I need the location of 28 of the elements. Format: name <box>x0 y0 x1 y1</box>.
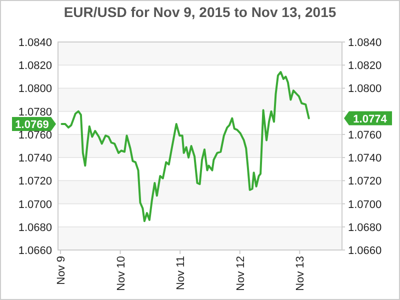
y2-tick-label: 1.0760 <box>348 129 382 142</box>
y2-tick-label: 1.0720 <box>348 176 382 188</box>
text: 1.0774 <box>353 113 388 126</box>
y2-tick-label: 1.0840 <box>348 37 382 49</box>
x-tick-label: Nov 13 <box>294 256 307 291</box>
y-tick-label: 1.0800 <box>18 83 52 96</box>
y-tick-label: 1.0700 <box>18 198 52 211</box>
y-tick-label: 1.0780 <box>18 106 52 118</box>
y-tick-label: 1.0660 <box>18 245 52 257</box>
x-tick-label: Nov 11 <box>175 256 188 290</box>
y-tick-label: 1.0840 <box>18 37 52 49</box>
y2-tick-label: 1.0660 <box>348 245 382 257</box>
y2-tick-label: 1.0700 <box>348 198 382 211</box>
x-tick-label: Nov 9 <box>55 256 68 285</box>
chart-title: EUR/USD for Nov 9, 2015 to Nov 13, 2015 <box>64 4 336 20</box>
y-tick-label: 1.0760 <box>18 129 52 142</box>
text: 1.0769 <box>15 119 49 132</box>
y2-tick-label: 1.0800 <box>348 83 382 96</box>
y-tick-label: 1.0740 <box>18 152 52 165</box>
x-tick-label: Nov 12 <box>234 256 247 291</box>
x-tick-label: Nov 10 <box>115 256 128 291</box>
y-tick-label: 1.0720 <box>18 176 52 188</box>
y2-tick-label: 1.0820 <box>348 60 382 72</box>
y2-tick-label: 1.0680 <box>348 222 382 234</box>
y-tick-label: 1.0820 <box>18 60 52 72</box>
y2-tick-label: 1.0740 <box>348 152 382 165</box>
y-tick-label: 1.0680 <box>18 222 52 234</box>
line-series <box>60 71 310 222</box>
